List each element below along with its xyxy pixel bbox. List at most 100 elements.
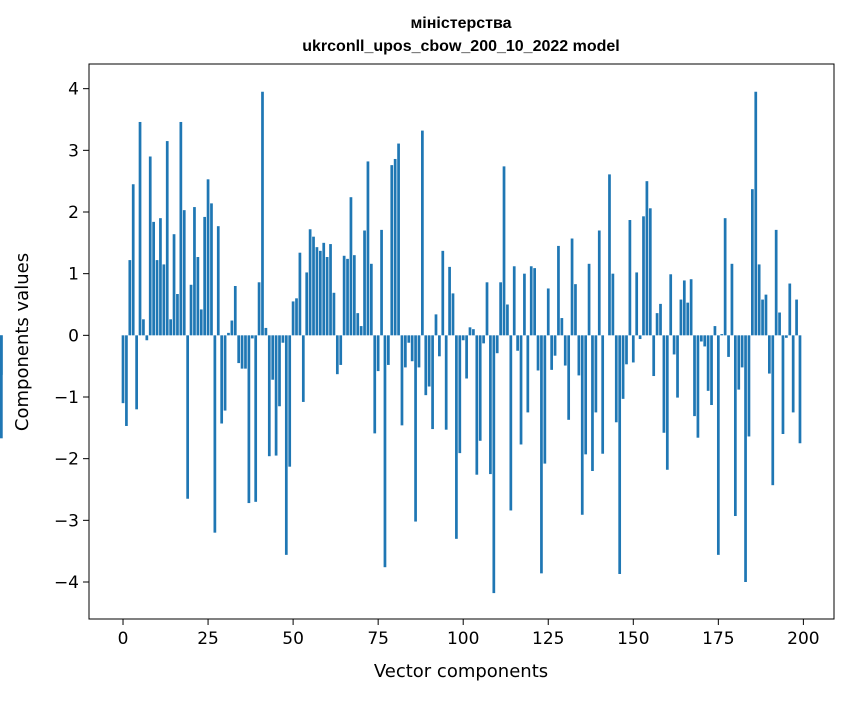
- bar-140: [598, 231, 601, 336]
- bar-10: [156, 260, 159, 335]
- bar-35: [241, 335, 244, 368]
- bar-178: [727, 335, 730, 357]
- x-tick-label: 150: [617, 629, 649, 649]
- bar-159: [663, 335, 666, 432]
- bar-192: [775, 230, 778, 335]
- bar-194: [782, 335, 785, 434]
- bar-128: [557, 246, 560, 335]
- bar-74: [373, 335, 376, 433]
- bar-187: [758, 264, 761, 335]
- bar-166: [686, 303, 689, 336]
- bar-33: [234, 286, 237, 335]
- bar-77: [384, 335, 387, 567]
- bar-131: [567, 335, 570, 419]
- bar-136: [584, 335, 587, 454]
- bar-112: [503, 166, 506, 335]
- bar-162: [673, 335, 676, 354]
- bar-66: [346, 259, 349, 335]
- bar-21: [193, 207, 196, 335]
- x-tick-label: 25: [197, 629, 219, 649]
- bar-95: [445, 335, 448, 429]
- bar-49: [288, 335, 291, 466]
- bar-87: [418, 335, 421, 367]
- bar-115: [513, 266, 516, 335]
- bar-5: [139, 122, 142, 335]
- bar-161: [669, 274, 672, 335]
- bar-83: [404, 335, 407, 367]
- bar-48: [285, 335, 288, 555]
- bar-191: [771, 335, 774, 485]
- bar-3: [132, 184, 135, 335]
- bar-110: [496, 335, 499, 353]
- x-tick-label: 100: [447, 629, 479, 649]
- bar-138: [591, 335, 594, 471]
- y-tick-label: 4: [68, 80, 79, 100]
- bar-45: [275, 335, 278, 455]
- bar-103: [472, 329, 475, 335]
- bar-135: [581, 335, 584, 514]
- bar-180: [734, 335, 737, 516]
- bar-51: [295, 298, 298, 335]
- bar-196: [788, 284, 791, 336]
- bar-183: [744, 335, 747, 582]
- bar-6: [142, 319, 145, 335]
- bar-172: [707, 335, 710, 391]
- bar-79: [390, 165, 393, 335]
- x-tick-label: 0: [118, 629, 129, 649]
- bar-97: [452, 293, 455, 335]
- bar-152: [639, 335, 642, 339]
- bar-117: [520, 335, 523, 444]
- bar-199: [799, 335, 802, 443]
- bar-122: [537, 335, 540, 370]
- bar-177: [724, 218, 727, 335]
- bar-186: [754, 92, 757, 336]
- bar-86: [414, 335, 417, 521]
- chart-title-line-2: ukrconll_upos_cbow_200_10_2022 model: [302, 38, 619, 55]
- bar-120: [530, 266, 533, 335]
- x-axis-label: Vector components: [374, 661, 548, 682]
- bar-24: [203, 217, 206, 335]
- bar-46: [278, 335, 281, 406]
- bar-153: [642, 216, 645, 335]
- bar-84: [407, 335, 410, 342]
- bar-38: [251, 335, 254, 338]
- bar-197: [792, 335, 795, 412]
- bar-127: [554, 335, 557, 355]
- bar-41: [261, 92, 264, 336]
- y-tick-label: 3: [68, 141, 79, 161]
- bar-114: [509, 335, 512, 510]
- bar-22: [197, 257, 200, 335]
- bar-64: [339, 335, 342, 365]
- bar-60: [326, 257, 329, 335]
- bar-132: [571, 239, 574, 336]
- bar-19: [186, 335, 189, 498]
- bar-72: [367, 161, 370, 335]
- bar-36: [244, 335, 247, 368]
- bar-150: [632, 335, 635, 362]
- bar-0: [122, 335, 125, 403]
- bar-126: [550, 335, 553, 370]
- bar-99: [458, 335, 461, 453]
- bar-121: [533, 268, 536, 335]
- plot-area-frame: [89, 64, 834, 619]
- y-tick-label: 2: [68, 203, 79, 223]
- chart-title-line-1: міністерства: [410, 15, 511, 32]
- bar-123: [540, 335, 543, 573]
- bar-27: [214, 335, 217, 532]
- bar-125: [547, 288, 550, 335]
- bar-2: [128, 260, 131, 335]
- bar-144: [612, 274, 615, 336]
- y-axis-label: Components values: [12, 253, 33, 431]
- bar-82: [401, 335, 404, 425]
- bar-17: [179, 122, 182, 335]
- bar-170: [700, 335, 703, 341]
- bar-56: [312, 237, 315, 336]
- bar-193: [778, 313, 781, 336]
- bar-55: [309, 229, 312, 335]
- bar-70: [360, 326, 363, 335]
- bar-65: [343, 256, 346, 336]
- bar-88: [421, 131, 424, 336]
